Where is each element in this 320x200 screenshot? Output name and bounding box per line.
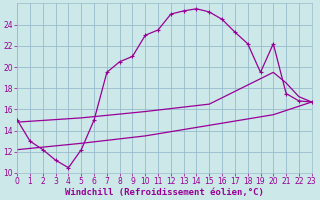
X-axis label: Windchill (Refroidissement éolien,°C): Windchill (Refroidissement éolien,°C): [65, 188, 264, 197]
